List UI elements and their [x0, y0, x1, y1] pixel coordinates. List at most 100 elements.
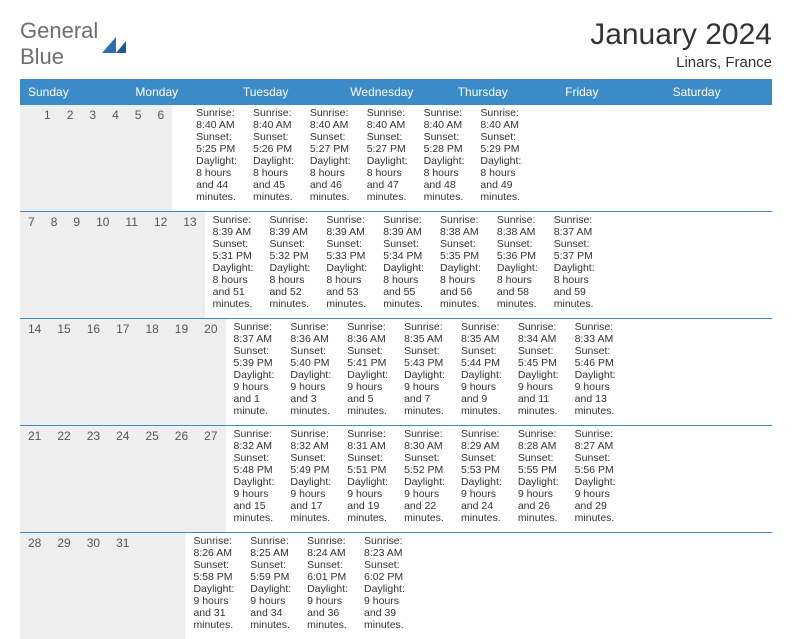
day-cell: Sunrise: 8:28 AMSunset: 5:55 PMDaylight:… — [510, 426, 567, 532]
day-info-line: and 26 minutes. — [518, 500, 559, 524]
day-info-line: Sunset: 5:25 PM — [196, 131, 237, 155]
day-info-line: and 31 minutes. — [193, 607, 234, 631]
day-header-mon: Monday — [127, 79, 234, 105]
day-info-line: Sunrise: 8:34 AM — [518, 321, 559, 345]
day-info-line: Daylight: 9 hours — [234, 369, 275, 393]
day-info-line: Sunset: 5:37 PM — [554, 238, 595, 262]
header: General Blue January 2024 Linars, France — [20, 18, 772, 71]
day-info-line: Sunset: 5:41 PM — [347, 345, 388, 369]
day-info-line: and 51 minutes. — [213, 286, 254, 310]
day-info-line: and 5 minutes. — [347, 393, 388, 417]
day-cell — [445, 533, 461, 639]
day-info-line: Sunset: 5:45 PM — [518, 345, 559, 369]
day-number: 16 — [79, 319, 108, 425]
day-number: 5 — [127, 105, 150, 211]
day-info-line: Daylight: 9 hours — [404, 476, 445, 500]
day-info-line: Sunset: 5:53 PM — [461, 452, 502, 476]
day-info-line: Daylight: 9 hours — [575, 476, 616, 500]
day-info-line: Sunset: 6:01 PM — [307, 559, 348, 583]
logo: General Blue — [20, 18, 126, 70]
day-number: 20 — [196, 319, 225, 425]
day-header-fri: Friday — [557, 79, 664, 105]
title-block: January 2024 Linars, France — [590, 18, 772, 71]
day-info-line: Sunset: 5:43 PM — [404, 345, 445, 369]
day-info-line: Sunset: 5:34 PM — [383, 238, 424, 262]
day-info-line: and 3 minutes. — [290, 393, 331, 417]
day-number: 4 — [104, 105, 127, 211]
day-info-line: Daylight: 9 hours — [290, 476, 331, 500]
day-info-line: Daylight: 8 hours — [440, 262, 481, 286]
day-info-line: Sunrise: 8:27 AM — [575, 428, 616, 452]
day-info-line: Sunset: 5:39 PM — [234, 345, 275, 369]
day-info-line: and 19 minutes. — [347, 500, 388, 524]
day-info-line: Sunset: 5:27 PM — [367, 131, 408, 155]
day-cell: Sunrise: 8:36 AMSunset: 5:41 PMDaylight:… — [339, 319, 396, 425]
day-number: 11 — [117, 212, 145, 318]
logo-mark-icon — [102, 35, 126, 53]
day-info-line: Sunrise: 8:26 AM — [193, 535, 234, 559]
day-info-line: Daylight: 8 hours — [310, 155, 351, 179]
day-info-line: and 45 minutes. — [253, 179, 294, 203]
day-info-line: Sunset: 5:48 PM — [234, 452, 275, 476]
day-number: 7 — [20, 212, 43, 318]
daynum-row: 78910111213 — [20, 212, 205, 318]
day-info-line: and 58 minutes. — [497, 286, 538, 310]
day-info-line: Sunset: 5:32 PM — [269, 238, 310, 262]
week-row: 123456Sunrise: 8:40 AMSunset: 5:25 PMDay… — [20, 105, 772, 212]
logo-text: General Blue — [20, 18, 98, 70]
day-info-line: and 49 minutes. — [480, 179, 521, 203]
day-info-line: Sunrise: 8:24 AM — [307, 535, 348, 559]
day-info-line: Sunset: 5:28 PM — [424, 131, 465, 155]
day-info-line: Daylight: 9 hours — [347, 369, 388, 393]
day-info-line: Daylight: 8 hours — [480, 155, 521, 179]
day-info-line: Sunset: 5:44 PM — [461, 345, 502, 369]
page-title: January 2024 — [590, 18, 772, 52]
day-number: 3 — [81, 105, 104, 211]
day-info-line: and 13 minutes. — [575, 393, 616, 417]
day-info-line: Sunrise: 8:39 AM — [269, 214, 310, 238]
day-info-line: Sunrise: 8:29 AM — [461, 428, 502, 452]
day-number: 18 — [137, 319, 166, 425]
day-number: 12 — [146, 212, 175, 318]
day-cell: Sunrise: 8:34 AMSunset: 5:45 PMDaylight:… — [510, 319, 567, 425]
day-number: 14 — [20, 319, 49, 425]
weeks-container: 123456Sunrise: 8:40 AMSunset: 5:25 PMDay… — [20, 105, 772, 639]
day-info-line: Sunrise: 8:23 AM — [364, 535, 405, 559]
day-info-line: Daylight: 8 hours — [383, 262, 424, 286]
day-cell: Sunrise: 8:39 AMSunset: 5:32 PMDaylight:… — [261, 212, 318, 318]
day-cell: Sunrise: 8:36 AMSunset: 5:40 PMDaylight:… — [282, 319, 339, 425]
day-info-line: and 11 minutes. — [518, 393, 559, 417]
week-row: 28293031Sunrise: 8:26 AMSunset: 5:58 PMD… — [20, 533, 772, 639]
day-header-sun: Sunday — [20, 79, 127, 105]
day-info-line: Sunset: 5:55 PM — [518, 452, 559, 476]
day-info-line: and 46 minutes. — [310, 179, 351, 203]
day-info-line: Sunrise: 8:35 AM — [404, 321, 445, 345]
day-cell: Sunrise: 8:37 AMSunset: 5:37 PMDaylight:… — [546, 212, 603, 318]
day-cell: Sunrise: 8:32 AMSunset: 5:48 PMDaylight:… — [226, 426, 283, 532]
day-cell: Sunrise: 8:40 AMSunset: 5:29 PMDaylight:… — [472, 105, 529, 211]
calendar-page: General Blue January 2024 Linars, France… — [0, 0, 792, 612]
day-info-line: Sunrise: 8:36 AM — [290, 321, 331, 345]
day-info-line: Daylight: 9 hours — [347, 476, 388, 500]
day-info-line: and 48 minutes. — [424, 179, 465, 203]
day-info-line: Sunrise: 8:39 AM — [213, 214, 254, 238]
day-number: 15 — [49, 319, 78, 425]
day-info-line: Sunrise: 8:25 AM — [250, 535, 291, 559]
day-info-line: Daylight: 8 hours — [269, 262, 310, 286]
day-cell: Sunrise: 8:35 AMSunset: 5:44 PMDaylight:… — [453, 319, 510, 425]
day-number: 13 — [175, 212, 204, 318]
day-info-line: Sunset: 5:35 PM — [440, 238, 481, 262]
body-row: Sunrise: 8:26 AMSunset: 5:58 PMDaylight:… — [185, 533, 460, 639]
day-info-line: Daylight: 9 hours — [364, 583, 405, 607]
day-cell: Sunrise: 8:32 AMSunset: 5:49 PMDaylight:… — [282, 426, 339, 532]
day-number: 9 — [65, 212, 88, 318]
day-info-line: Sunrise: 8:40 AM — [253, 107, 294, 131]
day-info-line: Daylight: 8 hours — [497, 262, 538, 286]
day-cell: Sunrise: 8:37 AMSunset: 5:39 PMDaylight:… — [226, 319, 283, 425]
day-info-line: Sunrise: 8:31 AM — [347, 428, 388, 452]
day-info-line: Daylight: 9 hours — [404, 369, 445, 393]
day-number: 31 — [108, 533, 137, 639]
day-cell: Sunrise: 8:26 AMSunset: 5:58 PMDaylight:… — [185, 533, 242, 639]
day-info-line: Daylight: 9 hours — [461, 369, 502, 393]
day-info-line: Sunrise: 8:35 AM — [461, 321, 502, 345]
